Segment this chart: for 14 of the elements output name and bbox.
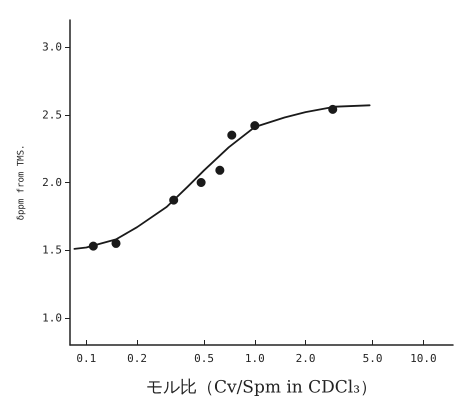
x-tick-label: 0.5 [194, 352, 214, 365]
x-axis-title: モル比（Cv/Spm in CDCl₃） [146, 378, 378, 398]
x-tick-label: 0.2 [127, 352, 147, 365]
x-tick-label: 2.0 [296, 352, 316, 365]
y-tick-label: 3.0 [42, 40, 62, 54]
x-tick-label: 1.0 [244, 352, 265, 365]
x-tick-label: 10.0 [410, 352, 437, 365]
y-tick-label: 2.0 [42, 176, 62, 189]
x-tick-label: 5.0 [362, 352, 383, 365]
y-tick-label: 1.5 [42, 244, 62, 257]
x-tick-label: 0.1 [76, 352, 96, 365]
y-tick-label: 1.0 [42, 311, 62, 324]
y-tick-label: 2.5 [42, 108, 62, 122]
y-axis-title: δppm from TMS. [16, 144, 26, 220]
